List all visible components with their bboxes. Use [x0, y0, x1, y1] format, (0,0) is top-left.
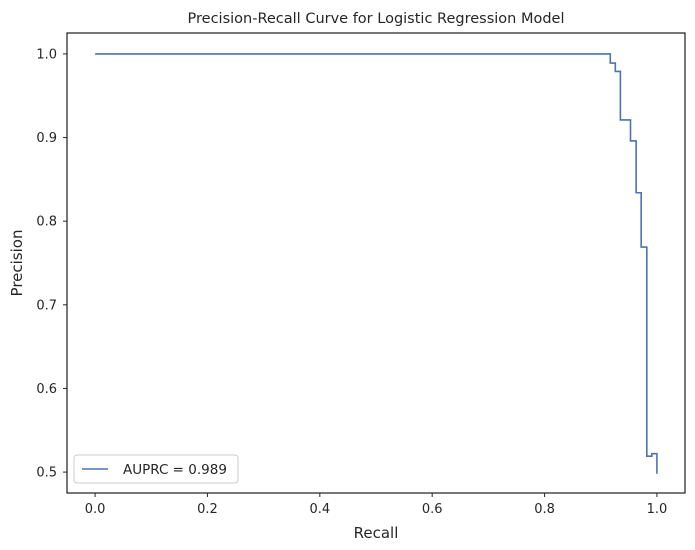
chart-title: Precision-Recall Curve for Logistic Regr…: [188, 11, 565, 27]
y-tick-label: 0.9: [36, 131, 57, 146]
y-tick-label: 0.7: [36, 298, 57, 313]
x-tick-label: 1.0: [647, 502, 668, 517]
legend-label: AUPRC = 0.989: [123, 462, 227, 478]
x-tick-label: 0.4: [309, 502, 330, 517]
y-axis-label: Precision: [8, 230, 26, 297]
x-axis-ticks: 0.0 0.2 0.4 0.6 0.8 1.0: [85, 493, 668, 517]
x-tick-label: 0.8: [534, 502, 555, 517]
legend-box: [73, 454, 239, 484]
x-tick-label: 0.6: [422, 502, 443, 517]
series-layer: [95, 53, 658, 474]
x-tick-label: 0.2: [197, 502, 218, 517]
plot-frame: [66, 32, 686, 494]
legend: AUPRC = 0.989: [73, 454, 239, 484]
x-axis-label: Recall: [354, 524, 399, 542]
y-tick-label: 0.8: [36, 215, 57, 230]
x-tick-label: 0.0: [85, 502, 106, 517]
y-axis-ticks: 0.5 0.6 0.7 0.8 0.9 1.0: [36, 47, 67, 481]
plot-area: 0.0 0.2 0.4 0.6 0.8 1.0 0.5 0.6 0.7 0.8 0.9 1.0: [36, 32, 686, 517]
series-line: [95, 53, 658, 474]
y-tick-label: 0.5: [36, 466, 57, 481]
y-tick-label: 0.6: [36, 382, 57, 397]
y-tick-label: 1.0: [36, 47, 57, 62]
